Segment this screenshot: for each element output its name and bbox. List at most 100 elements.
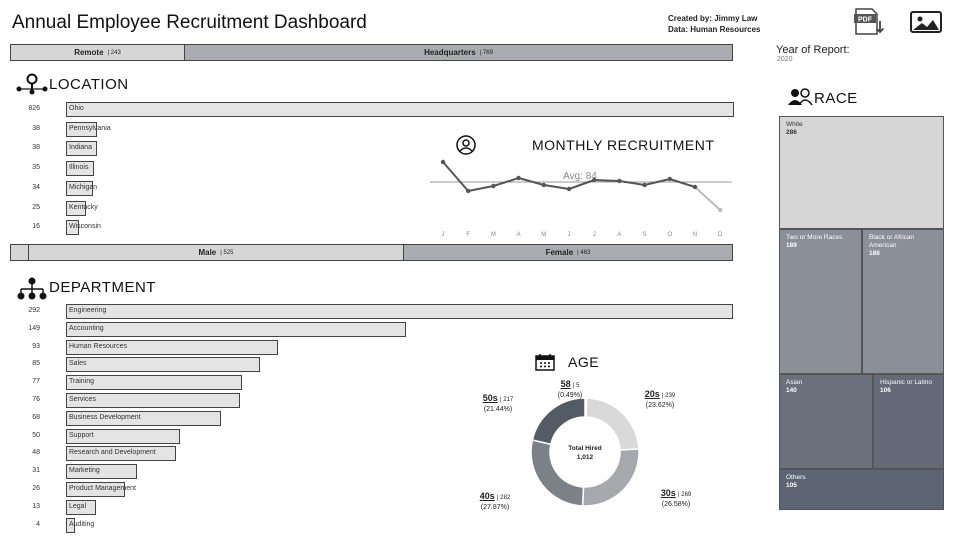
race-cell-black[interactable]: Black or African American 186 [862,229,944,374]
location-row[interactable]: 826 Ohio [10,101,740,117]
department-value: 149 [28,324,40,332]
race-cell-asian[interactable]: Asian 140 [779,374,873,469]
department-row[interactable]: 85 Sales [10,356,740,373]
line-segment [669,178,696,188]
data-point [642,182,647,188]
calendar-icon [535,353,555,376]
year-value: 2020 [777,56,793,63]
people-group-icon [787,87,815,112]
line-segment [594,179,620,182]
age-donut-chart [530,397,640,507]
location-row[interactable]: 38 Indiana [10,140,740,157]
department-row[interactable]: 26 Product Management [10,481,740,497]
location-label: Wisconsin [69,223,101,231]
race-label: White [786,121,803,128]
race-label: Two or More Races [786,234,843,241]
female-segment[interactable]: Female | 463 [404,245,732,260]
data-point [592,177,597,183]
age-label-20s: 20s | 239 (23.62%) [644,389,676,410]
line-segment [468,185,494,192]
age-label-40s: 40s | 282 (27.87%) [479,491,511,512]
gender-bar-spacer [11,245,29,260]
department-label: Accounting [69,324,104,332]
race-cell-two-or-more[interactable]: Two or More Races 189 [779,229,862,374]
department-bar [66,428,181,444]
age-slice-20s[interactable] [585,397,640,451]
department-value: 48 [32,449,40,457]
department-bar [66,410,222,426]
department-row[interactable]: 149 Accounting [10,321,740,337]
department-value: 13 [32,502,40,510]
location-row[interactable]: 38 Pennsylvania [10,121,740,137]
department-bar [66,304,733,319]
data-point [692,184,698,190]
month-tick-label: M [491,232,496,238]
department-title: DEPARTMENT [49,279,156,296]
department-value: 93 [32,342,40,350]
work-location-bar: Remote | 243 Headquarters | 769 [10,44,733,61]
pdf-download-button[interactable]: PDF [853,7,887,37]
race-cell-white[interactable]: White 286 [779,116,944,229]
male-segment[interactable]: Male | 525 [29,245,404,260]
department-row[interactable]: 13 Legal [10,499,740,515]
department-bar [66,446,176,462]
female-value: 463 [580,249,591,256]
remote-label: Remote [74,48,104,57]
race-cell-hispanic[interactable]: Hispanic or Latino 106 [873,374,944,469]
location-row[interactable]: 25 Kentucky [10,200,740,216]
department-row[interactable]: 68 Business Development [10,410,740,426]
line-segment [493,177,519,187]
department-row[interactable]: 50 Support [10,428,740,444]
male-label: Male [198,248,217,257]
department-bar [66,499,96,515]
location-row[interactable]: 35 Illinois [10,160,740,177]
svg-text:PDF: PDF [858,17,873,24]
total-hired-value: 1,012 [576,454,594,461]
image-download-icon [910,11,942,33]
department-label: Legal [69,502,87,510]
age-slice-50s[interactable] [531,397,586,446]
age-label-50s: 50s | 217 (21.44%) [482,393,514,414]
location-label: Michigan [69,183,98,191]
department-label: Research and Development [69,449,156,457]
department-value: 77 [32,378,40,386]
department-bar [66,482,126,497]
department-row[interactable]: 77 Training [10,374,740,391]
location-value: 25 [32,203,40,211]
month-tick-label: A [617,232,621,238]
location-title: LOCATION [49,76,129,93]
department-label: Product Management [69,485,136,492]
department-row[interactable]: 76 Services [10,392,740,408]
location-label: Ohio [69,105,84,112]
remote-value: 243 [110,49,121,56]
department-row[interactable]: 292 Engineering [10,303,740,319]
monthly-title: MONTHLY RECRUITMENT [532,137,715,153]
department-value: 85 [32,360,40,368]
department-row[interactable]: 48 Research and Development [10,445,740,462]
headquarters-segment[interactable]: Headquarters | 769 [185,45,732,60]
location-bar [66,220,79,236]
department-bar [66,393,240,408]
department-value: 292 [28,307,40,314]
department-bar [66,321,407,337]
person-icon [455,135,477,160]
month-tick-label: A [517,232,521,238]
race-value: 140 [786,387,797,394]
department-row[interactable]: 4 Auditing [10,517,740,533]
location-row[interactable]: 16 Wisconsin [10,219,740,236]
race-value: 189 [786,242,797,249]
department-label: Marketing [69,467,100,475]
department-row[interactable]: 93 Human Resources [10,339,740,355]
department-row[interactable]: 31 Marketing [10,463,740,480]
department-value: 4 [36,520,40,528]
image-download-button[interactable] [909,9,943,39]
headquarters-label: Headquarters [424,48,476,57]
remote-segment[interactable]: Remote | 243 [11,45,185,60]
race-cell-others[interactable]: Others 105 [779,469,944,510]
month-tick-label: D [718,232,723,238]
location-value: 38 [32,144,40,152]
location-value: 35 [32,164,40,172]
department-value: 76 [32,396,40,403]
data-point [516,175,521,181]
location-row[interactable]: 34 Michigan [10,180,740,196]
